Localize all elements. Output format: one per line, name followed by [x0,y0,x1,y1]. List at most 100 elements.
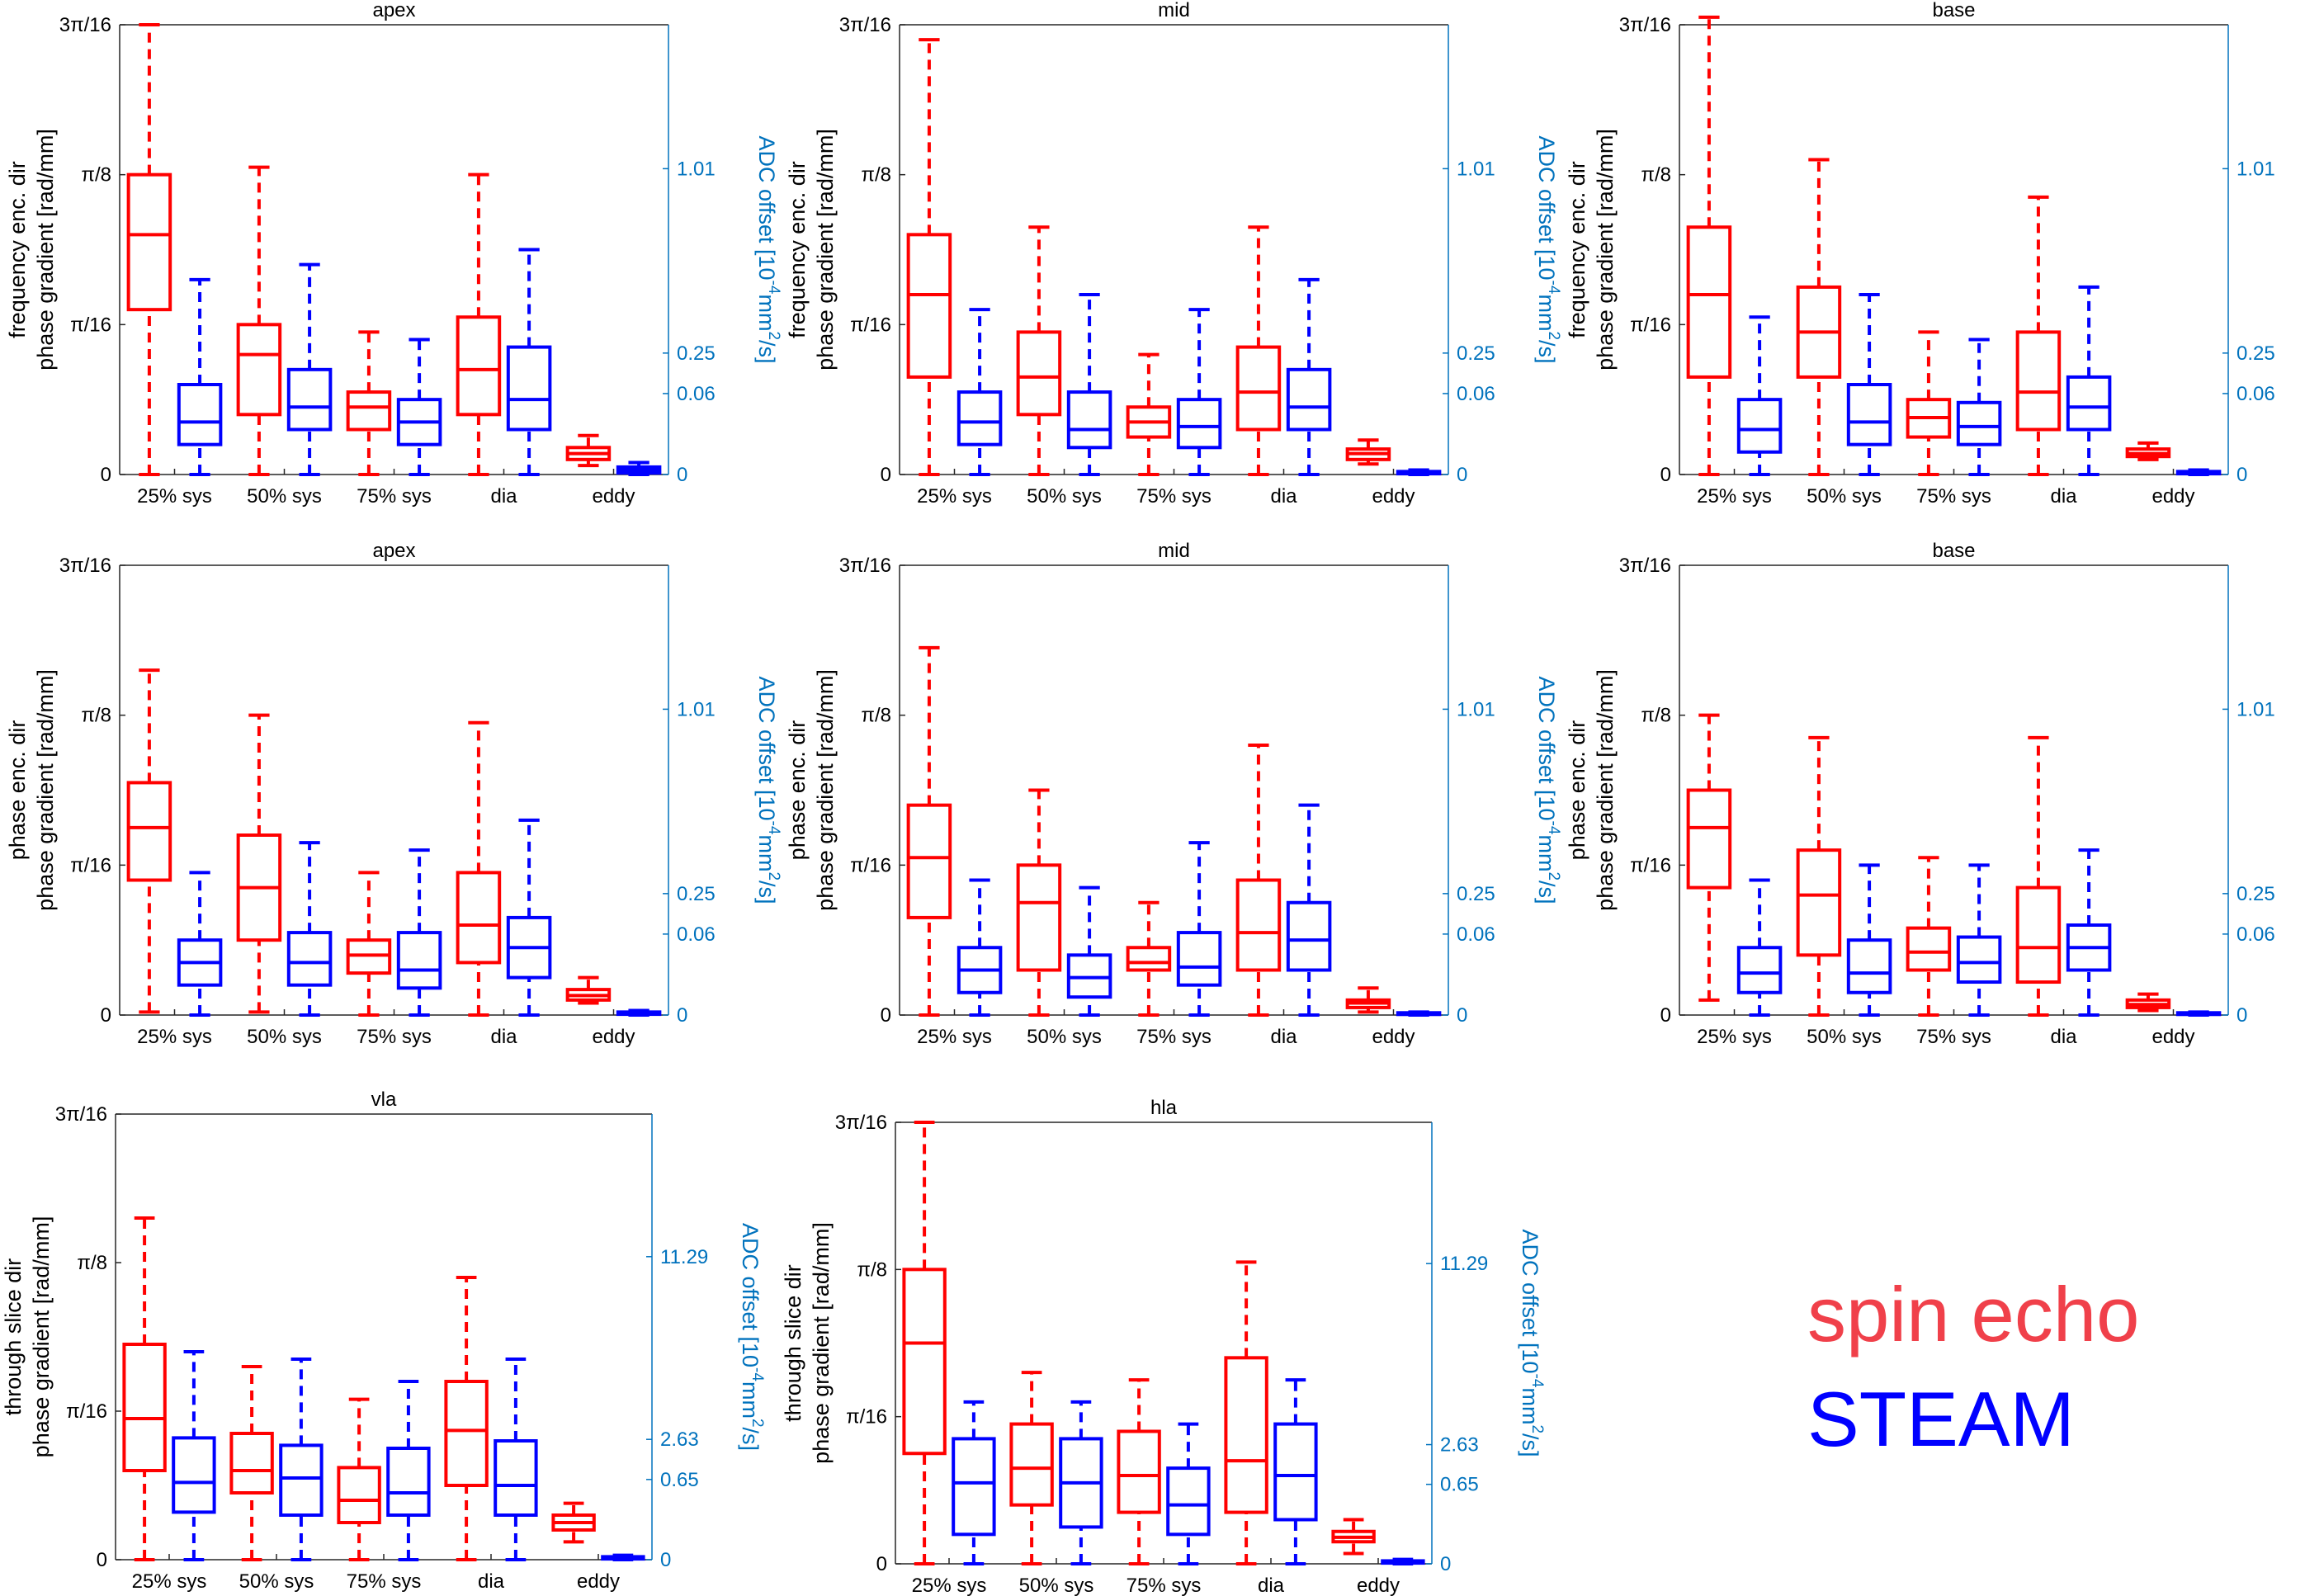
right-tick-label: 0.25 [677,342,716,365]
box-iqr [902,1268,947,1456]
spin-echo-box [1235,225,1282,476]
right-tick-label: 0 [677,464,687,486]
steam-box [1273,1378,1318,1565]
x-tick-label: eddy [2151,1026,2194,1048]
y-axis-label-line2: phase gradient [rad/mm] [1593,669,1618,911]
boxplot-panel: mid 0 π/16 π/8 3π/16 0 0.06 0.25 1.01 frequency e… [785,0,1562,508]
box-iqr [1235,345,1282,432]
legend-spin-echo: spin echo [1807,1271,2140,1358]
steam-box [286,262,333,476]
steam-box [1166,1422,1211,1565]
y-tick-label: 3π/16 [59,555,111,577]
box-iqr [229,1432,274,1494]
boxplot-panel: apex 0 π/16 π/8 3π/16 0 0.06 0.25 1.01 frequency … [5,0,782,508]
x-tick-label: 50% sys [1027,1026,1102,1048]
box-iqr [1846,383,1892,446]
box-iqr [337,1466,381,1525]
right-axis-label-sup: -4 [765,821,782,835]
right-axis-label-end: /s] [754,881,779,904]
right-tick-label: 0 [2237,464,2247,486]
y-tick-label: π/8 [861,164,891,187]
y-tick-label: π/8 [857,1258,887,1281]
plot-title: mid [1158,540,1190,562]
box-iqr [2015,330,2062,432]
y-tick-label: π/8 [1641,705,1671,727]
x-tick-label: 50% sys [239,1570,314,1593]
x-tick-label: dia [1270,485,1297,508]
box-iqr [1117,1429,1161,1514]
y-tick-label: π/8 [81,705,111,727]
right-axis-label-sup: -4 [1528,1374,1546,1388]
y-axis-label: through slice dir phase gradient [rad/mm] [1,1216,54,1458]
plot-title: apex [372,0,415,21]
x-tick-label: dia [2050,485,2077,508]
y-axis-label-line2: phase gradient [rad/mm] [1593,129,1618,371]
y-axis-label-line1: phase enc. dir [5,720,30,861]
steam-box [2066,285,2112,476]
steam-box [956,308,1003,476]
spin-echo-box [236,713,282,1014]
y-tick-label: 3π/16 [835,1112,887,1134]
steam-box [172,1350,216,1561]
right-axis-label-sup2: 2 [749,1419,766,1428]
box-iqr [1273,1422,1318,1522]
right-tick-label: 11.29 [1440,1253,1488,1275]
spin-echo-box [1796,735,1842,1017]
spin-echo-box [346,330,392,476]
y-tick-label: π/8 [1641,164,1671,187]
steam-box [1846,863,1892,1017]
steam-box [956,878,1003,1017]
spin-echo-box [1224,1260,1268,1565]
box-iqr [1286,900,1332,972]
y-tick-label: π/16 [1630,314,1671,336]
spin-echo-box [1126,352,1172,476]
x-tick-label: eddy [577,1570,620,1593]
y-axis-label: through slice dir phase gradient [rad/mm] [781,1222,834,1464]
box-iqr [1126,946,1172,972]
plot-title: apex [372,540,415,562]
plot-title: vla [371,1088,397,1111]
spin-echo-box [1906,330,1952,476]
y-tick-label: 0 [97,1549,107,1571]
box-iqr [1176,931,1222,987]
y-tick-label: 0 [1660,1004,1671,1027]
spin-echo-box [456,720,502,1017]
box-iqr [906,803,952,919]
box-iqr [2066,375,2112,432]
right-tick-label: 0.25 [1457,342,1495,365]
steam-box [1956,863,2002,1017]
y-axis-label-line1: frequency enc. dir [785,161,810,338]
spin-echo-box [551,1501,596,1544]
x-tick-label: eddy [592,1026,635,1048]
right-axis-label-main: ADC offset [10 [1534,676,1559,820]
spin-echo-box [229,1365,274,1561]
y-axis-label-line1: through slice dir [781,1264,805,1422]
steam-box [1286,277,1332,476]
box-iqr [956,390,1003,446]
x-tick-label: 50% sys [1027,485,1102,508]
x-tick-label: dia [2050,1026,2077,1048]
right-tick-label: 0.06 [1457,383,1495,405]
x-tick-label: eddy [2151,485,2194,508]
steam-box [386,1380,431,1561]
steam-box [1846,293,1892,476]
y-tick-label: 0 [1660,464,1671,486]
right-axis-label-unit: mm [754,294,779,331]
plot-title: base [1932,0,1975,21]
y-axis-label-line1: phase enc. dir [1565,720,1589,861]
box-iqr [126,172,172,312]
right-axis-label: ADC offset [10-4mm2/s] [738,1223,766,1451]
x-tick-label: dia [1270,1026,1297,1048]
box-iqr [1176,398,1222,450]
spin-echo-box [126,23,172,476]
right-axis-label-unit: mm [1534,834,1559,871]
boxplot-panel: base 0 π/16 π/8 3π/16 0 0.06 0.25 1.01 frequency … [1565,0,2275,508]
right-tick-label: 0.25 [2237,883,2275,905]
spin-echo-box [565,975,612,1005]
plot-title: hla [1150,1097,1178,1119]
y-tick-label: π/16 [850,854,891,876]
right-axis-label-sup: -4 [1545,821,1562,835]
spin-echo-box [1126,900,1172,1017]
steam-box [396,848,442,1017]
x-tick-label: 25% sys [132,1570,207,1593]
